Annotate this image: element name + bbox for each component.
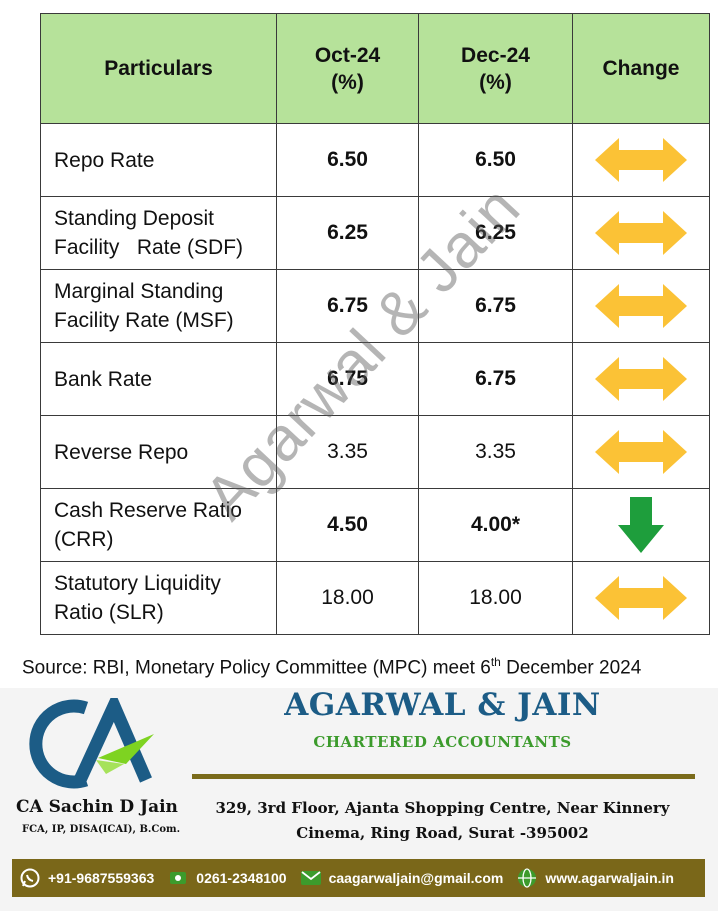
down-arrow-icon bbox=[618, 497, 664, 553]
row-particular: Repo Rate bbox=[40, 123, 277, 197]
row-particular: Cash Reserve Ratio (CRR) bbox=[40, 488, 277, 562]
row-dec-value: 4.00* bbox=[418, 488, 573, 562]
email-address: caagarwaljain@gmail.com bbox=[328, 870, 504, 886]
whatsapp-number: +91-9687559363 bbox=[48, 870, 155, 886]
whatsapp-icon bbox=[20, 868, 40, 888]
row-particular: Bank Rate bbox=[40, 342, 277, 416]
row-particular: Standing Deposit Facility Rate (SDF) bbox=[40, 196, 277, 270]
row-label-line2: (CRR) bbox=[54, 528, 114, 551]
header-oct-label: Oct-24 bbox=[314, 43, 381, 67]
row-change bbox=[572, 415, 710, 489]
divider-line bbox=[192, 774, 695, 779]
row-label-line1: Standing Deposit bbox=[54, 207, 214, 230]
row-oct-value: 6.25 bbox=[276, 196, 419, 270]
firm-subtitle: CHARTERED ACCOUNTANTS bbox=[313, 733, 572, 751]
globe-icon bbox=[517, 868, 537, 888]
rates-table: Particulars Oct-24 (%) Dec-24 (%) Change R… bbox=[40, 13, 710, 635]
table-row: Marginal Standing Facility Rate (MSF) 6.75… bbox=[40, 269, 710, 343]
contact-website[interactable]: www.agarwaljain.in bbox=[517, 868, 674, 888]
row-particular: Statutory Liquidity Ratio (SLR) bbox=[40, 561, 277, 635]
row-change bbox=[572, 269, 710, 343]
row-change bbox=[572, 488, 710, 562]
row-oct-value: 18.00 bbox=[276, 561, 419, 635]
row-label-line2: Facility Rate (MSF) bbox=[54, 309, 234, 332]
row-label-line2: Ratio (SLR) bbox=[54, 601, 164, 624]
row-change bbox=[572, 561, 710, 635]
header-change: Change bbox=[572, 13, 710, 124]
source-suffix: December 2024 bbox=[500, 657, 642, 679]
table-body: Repo Rate 6.50 6.50 Standing Deposit Facilit… bbox=[40, 123, 710, 635]
row-label-line1: Repo Rate bbox=[54, 148, 155, 172]
double-arrow-icon bbox=[595, 211, 687, 255]
contact-bar: +91-9687559363 0261-2348100 caagarwaljai… bbox=[12, 859, 705, 897]
row-dec-value: 6.75 bbox=[418, 342, 573, 416]
table-row: Statutory Liquidity Ratio (SLR) 18.00 18.00 bbox=[40, 561, 710, 635]
table-row: Cash Reserve Ratio (CRR) 4.50 4.00* bbox=[40, 488, 710, 562]
phone-icon bbox=[168, 868, 188, 888]
row-oct-value: 6.75 bbox=[276, 342, 419, 416]
double-arrow-icon bbox=[595, 357, 687, 401]
row-change bbox=[572, 196, 710, 270]
row-label-line1: Bank Rate bbox=[54, 367, 153, 391]
row-oct-value: 6.75 bbox=[276, 269, 419, 343]
row-particular: Marginal Standing Facility Rate (MSF) bbox=[40, 269, 277, 343]
table-row: Standing Deposit Facility Rate (SDF) 6.25 6… bbox=[40, 196, 710, 270]
header-dec: Dec-24 (%) bbox=[418, 13, 573, 124]
ca-logo-icon bbox=[29, 698, 154, 789]
row-label-line1: Reverse Repo bbox=[54, 440, 189, 464]
row-particular: Reverse Repo bbox=[40, 415, 277, 489]
row-dec-value: 18.00 bbox=[418, 561, 573, 635]
row-change bbox=[572, 342, 710, 416]
source-note: Source: RBI, Monetary Policy Committee (… bbox=[22, 655, 641, 679]
row-dec-value: 6.25 bbox=[418, 196, 573, 270]
header-particulars: Particulars bbox=[40, 13, 277, 124]
header-oct-unit: (%) bbox=[331, 70, 364, 94]
header-oct: Oct-24 (%) bbox=[276, 13, 419, 124]
row-change bbox=[572, 123, 710, 197]
row-dec-value: 3.35 bbox=[418, 415, 573, 489]
row-oct-value: 3.35 bbox=[276, 415, 419, 489]
header-dec-label: Dec-24 bbox=[461, 43, 530, 67]
phone-number: 0261-2348100 bbox=[196, 870, 287, 886]
email-icon bbox=[300, 868, 321, 888]
source-prefix: Source: RBI, Monetary Policy Committee (… bbox=[22, 657, 491, 679]
double-arrow-icon bbox=[595, 138, 687, 182]
double-arrow-icon bbox=[595, 430, 687, 474]
table-row: Repo Rate 6.50 6.50 bbox=[40, 123, 710, 197]
row-oct-value: 6.50 bbox=[276, 123, 419, 197]
table-row: Reverse Repo 3.35 3.35 bbox=[40, 415, 710, 489]
contact-whatsapp[interactable]: +91-9687559363 bbox=[20, 868, 154, 888]
person-name: CA Sachin D Jain bbox=[16, 797, 178, 817]
double-arrow-icon bbox=[595, 576, 687, 620]
person-qualifications: FCA, IP, DISA(ICAI), B.Com. bbox=[22, 824, 181, 835]
contact-phone[interactable]: 0261-2348100 bbox=[168, 868, 287, 888]
source-sup: th bbox=[490, 655, 501, 669]
row-label-line1: Statutory Liquidity bbox=[54, 572, 221, 595]
firm-address: 329, 3rd Floor, Ajanta Shopping Centre, … bbox=[190, 796, 695, 846]
row-label-line2: Facility Rate (SDF) bbox=[54, 236, 244, 259]
row-dec-value: 6.50 bbox=[418, 123, 573, 197]
table-row: Bank Rate 6.75 6.75 bbox=[40, 342, 710, 416]
row-label-line1: Cash Reserve Ratio bbox=[54, 499, 242, 522]
address-line-1: 329, 3rd Floor, Ajanta Shopping Centre, … bbox=[215, 799, 670, 817]
address-line-2: Cinema, Ring Road, Surat -395002 bbox=[296, 824, 589, 842]
row-label-line1: Marginal Standing bbox=[54, 280, 224, 303]
table-header-row: Particulars Oct-24 (%) Dec-24 (%) Change bbox=[40, 13, 710, 124]
double-arrow-icon bbox=[595, 284, 687, 328]
contact-email[interactable]: caagarwaljain@gmail.com bbox=[300, 868, 504, 888]
header-dec-unit: (%) bbox=[479, 70, 512, 94]
row-dec-value: 6.75 bbox=[418, 269, 573, 343]
row-oct-value: 4.50 bbox=[276, 488, 419, 562]
website-url: www.agarwaljain.in bbox=[545, 870, 674, 886]
firm-name: AGARWAL & JAIN bbox=[284, 687, 601, 723]
